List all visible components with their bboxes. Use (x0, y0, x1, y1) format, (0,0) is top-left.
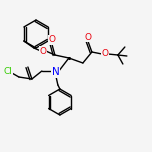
Text: O: O (48, 36, 55, 45)
Text: O: O (101, 50, 108, 59)
Text: N: N (52, 67, 60, 77)
Text: O: O (39, 47, 46, 55)
Text: O: O (84, 33, 91, 41)
Text: Cl: Cl (3, 67, 12, 76)
